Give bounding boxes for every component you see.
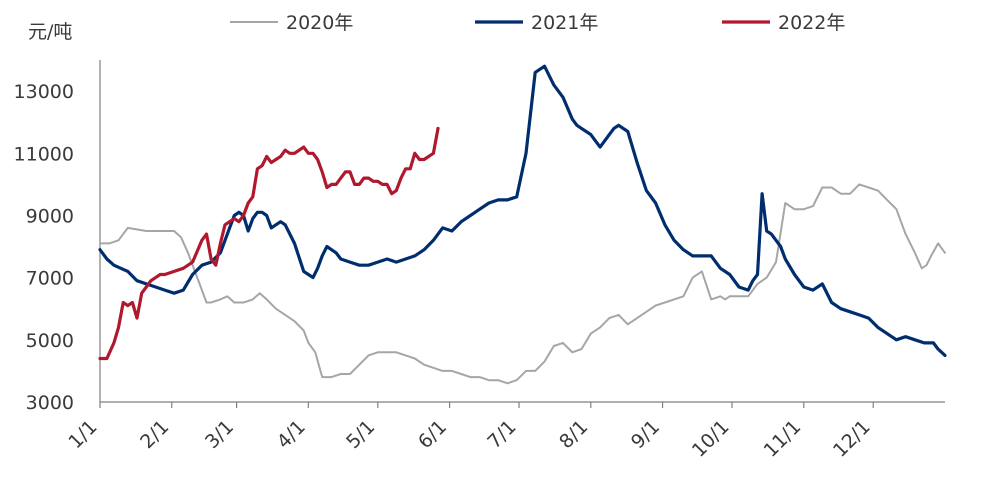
x-tick-label: 6/1: [414, 416, 451, 453]
chart-series: [98, 64, 947, 385]
series-line-3: [98, 126, 440, 361]
x-tick-label: 2/1: [136, 416, 173, 453]
y-tick-label: 13000: [14, 81, 74, 103]
y-tick-label: 7000: [26, 268, 74, 290]
x-tick-label: 9/1: [627, 416, 664, 453]
y-tick-label: 11000: [14, 143, 74, 165]
series-line-1: [99, 183, 946, 385]
x-tick-label: 10/1: [688, 416, 734, 462]
legend-label: 2021年: [531, 12, 598, 34]
y-axis-ticks: 3000 5000 7000 9000 11000 13000: [14, 81, 74, 414]
x-tick-label: 8/1: [555, 416, 592, 453]
x-tick-label: 3/1: [201, 416, 238, 453]
x-tick-label: 11/1: [760, 416, 806, 462]
x-axis-ticks: 1/1 2/1 3/1 4/1 5/1 6/1 7/1 8/1 9/1 10/1 11/1 12/1: [64, 402, 875, 462]
y-tick-label: 5000: [26, 330, 74, 352]
x-tick-label: 4/1: [273, 416, 310, 453]
y-tick-label: 3000: [26, 392, 74, 414]
chart-legend: 2020年 2021年 2022年: [230, 12, 845, 34]
x-tick-label: 1/1: [64, 416, 101, 453]
x-tick-label: 7/1: [483, 416, 520, 453]
legend-label: 2022年: [778, 12, 845, 34]
series-line-2: [98, 64, 947, 357]
x-tick-label: 12/1: [829, 416, 875, 462]
y-tick-label: 9000: [26, 205, 74, 227]
y-axis-unit-label: 元/吨: [28, 21, 72, 43]
x-tick-label: 5/1: [342, 416, 379, 453]
legend-label: 2020年: [286, 12, 353, 34]
